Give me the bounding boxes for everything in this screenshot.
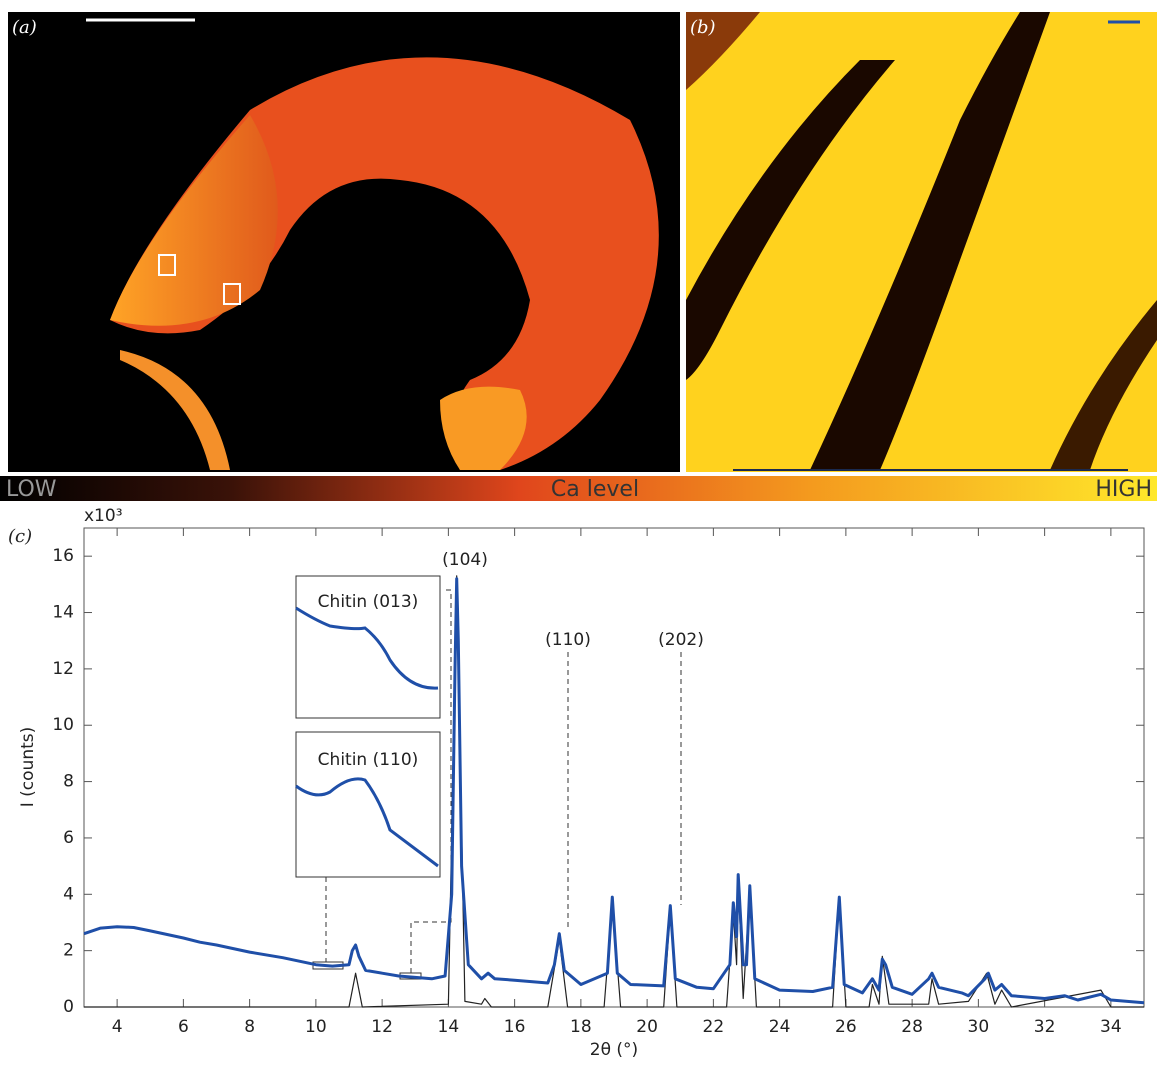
peak-annotation: (202) bbox=[658, 630, 704, 650]
panel-a bbox=[8, 12, 680, 472]
x-tick-label: 34 bbox=[1100, 1017, 1122, 1037]
x-tick-label: 30 bbox=[968, 1017, 990, 1037]
panel-label: (a) bbox=[12, 17, 37, 38]
x-tick-label: 16 bbox=[504, 1017, 526, 1037]
peak-annotation: (104) bbox=[442, 550, 488, 570]
x-tick-label: 14 bbox=[438, 1017, 460, 1037]
panel-label: (b) bbox=[690, 17, 716, 38]
inset-label: Chitin (110) bbox=[318, 750, 419, 770]
x-tick-label: 32 bbox=[1034, 1017, 1056, 1037]
y-tick-label: 4 bbox=[63, 884, 74, 904]
colorbar-label: Ca level bbox=[551, 477, 639, 502]
panel-b bbox=[686, 12, 1157, 472]
colorbar-low: LOW bbox=[6, 477, 57, 502]
y-tick-label: 8 bbox=[63, 772, 74, 792]
panel-label: (c) bbox=[8, 526, 32, 547]
colorbar-high: HIGH bbox=[1095, 477, 1152, 502]
series-line bbox=[83, 577, 1145, 1005]
y-tick-label: 14 bbox=[52, 603, 74, 623]
x-tick-label: 20 bbox=[636, 1017, 658, 1037]
x-tick-label: 8 bbox=[244, 1017, 255, 1037]
x-tick-label: 28 bbox=[901, 1017, 923, 1037]
x-tick-label: 18 bbox=[570, 1017, 592, 1037]
colorbar bbox=[0, 476, 1157, 501]
y-multiplier: x10³ bbox=[84, 506, 123, 526]
inset-label: Chitin (013) bbox=[318, 592, 419, 612]
peak-annotation: (110) bbox=[545, 630, 591, 650]
plot-frame bbox=[83, 527, 1145, 1008]
x-tick-label: 22 bbox=[703, 1017, 725, 1037]
y-tick-label: 10 bbox=[52, 715, 74, 735]
x-tick-label: 12 bbox=[371, 1017, 393, 1037]
x-axis-label: 2θ (°) bbox=[590, 1040, 638, 1060]
y-axis-label: I (counts) bbox=[18, 727, 38, 808]
x-tick-label: 26 bbox=[835, 1017, 857, 1037]
insets bbox=[295, 575, 682, 980]
y-tick-label: 6 bbox=[63, 828, 74, 848]
y-tick-label: 12 bbox=[52, 659, 74, 679]
x-tick-label: 6 bbox=[178, 1017, 189, 1037]
y-tick-label: 16 bbox=[52, 546, 74, 566]
y-tick-label: 2 bbox=[63, 941, 74, 961]
x-tick-label: 24 bbox=[769, 1017, 791, 1037]
y-tick-label: 0 bbox=[63, 997, 74, 1017]
x-tick-label: 10 bbox=[305, 1017, 327, 1037]
x-tick-label: 4 bbox=[112, 1017, 123, 1037]
